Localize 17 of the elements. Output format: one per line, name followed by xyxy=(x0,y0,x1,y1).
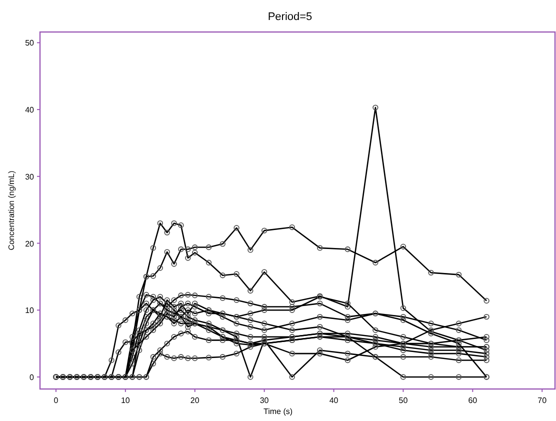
x-tick-label: 40 xyxy=(329,396,339,405)
x-tick-label: 50 xyxy=(398,396,408,405)
x-tick-label: 0 xyxy=(54,396,59,405)
y-tick-label: 30 xyxy=(25,172,35,182)
y-tick-label: 0 xyxy=(30,372,35,382)
y-axis-title: Concentration (ng/mL) xyxy=(7,170,16,250)
y-tick-label: 10 xyxy=(25,306,35,316)
y-tick-label: 40 xyxy=(25,106,35,115)
x-tick-label: 60 xyxy=(468,396,478,405)
x-tick-label: 20 xyxy=(190,396,200,405)
y-tick-label: 20 xyxy=(25,239,35,248)
x-axis-title: Time (s) xyxy=(263,407,293,416)
x-tick-label: 10 xyxy=(120,396,130,405)
chart-title: Period=5 xyxy=(268,11,312,23)
x-tick-label: 70 xyxy=(538,396,548,405)
x-tick-label: 30 xyxy=(260,396,270,405)
y-tick-label: 50 xyxy=(25,38,35,48)
